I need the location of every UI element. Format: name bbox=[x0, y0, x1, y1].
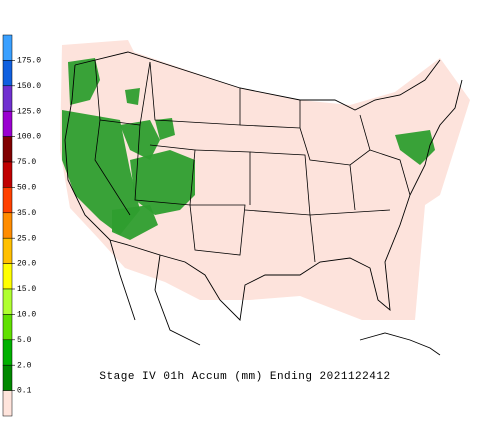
precip-areas bbox=[62, 58, 435, 240]
precip-patch bbox=[120, 120, 160, 160]
precip-patch bbox=[130, 150, 195, 215]
map-title: Stage IV 01h Accum (mm) Ending 202112241… bbox=[99, 371, 390, 383]
legend-label: 5.0 bbox=[17, 336, 32, 345]
legend-label: 100.0 bbox=[17, 133, 41, 142]
coverage-area bbox=[60, 40, 470, 320]
legend-swatch bbox=[2, 161, 13, 188]
legend-label: 25.0 bbox=[17, 234, 36, 243]
legend-label: 125.0 bbox=[17, 107, 41, 116]
map bbox=[60, 40, 470, 356]
legend-label: 150.0 bbox=[17, 82, 41, 91]
legend-swatch bbox=[2, 110, 13, 137]
legend-swatch bbox=[2, 187, 13, 214]
mexico-coast bbox=[109, 239, 201, 346]
legend-swatch bbox=[2, 390, 13, 417]
legend-label: 20.0 bbox=[17, 260, 36, 269]
state-lines bbox=[94, 59, 411, 263]
precip-patch bbox=[395, 130, 435, 165]
precip-patch bbox=[62, 110, 140, 235]
legend-swatch bbox=[2, 314, 13, 341]
cuba bbox=[359, 332, 441, 356]
color-legend: 175.0 150.0 125.0 100.0 75.0 50.0 35.0 25.0 20.0… bbox=[2, 34, 41, 417]
coastline bbox=[64, 64, 463, 321]
precip-patch bbox=[155, 118, 175, 140]
legend-swatch bbox=[2, 34, 13, 61]
legend-swatch bbox=[2, 288, 13, 315]
legend-label: 175.0 bbox=[17, 57, 41, 66]
legend-swatch bbox=[2, 339, 13, 366]
legend-label: 0.1 bbox=[17, 387, 32, 396]
precip-patch bbox=[112, 205, 158, 240]
legend-swatch bbox=[2, 85, 13, 112]
precip-patch bbox=[125, 88, 140, 105]
legend-swatch bbox=[2, 364, 13, 391]
legend-swatch bbox=[2, 263, 13, 290]
legend-label: 75.0 bbox=[17, 158, 36, 167]
legend-label: 2.0 bbox=[17, 361, 32, 370]
legend-swatch bbox=[2, 237, 13, 264]
legend-swatch bbox=[2, 136, 13, 163]
legend-label: 50.0 bbox=[17, 184, 36, 193]
legend-label: 15.0 bbox=[17, 285, 36, 294]
precip-patch bbox=[68, 58, 100, 105]
legend-label: 10.0 bbox=[17, 311, 36, 320]
legend-label: 35.0 bbox=[17, 209, 36, 218]
legend-swatch bbox=[2, 212, 13, 239]
border bbox=[74, 51, 441, 111]
legend-swatch bbox=[2, 60, 13, 87]
